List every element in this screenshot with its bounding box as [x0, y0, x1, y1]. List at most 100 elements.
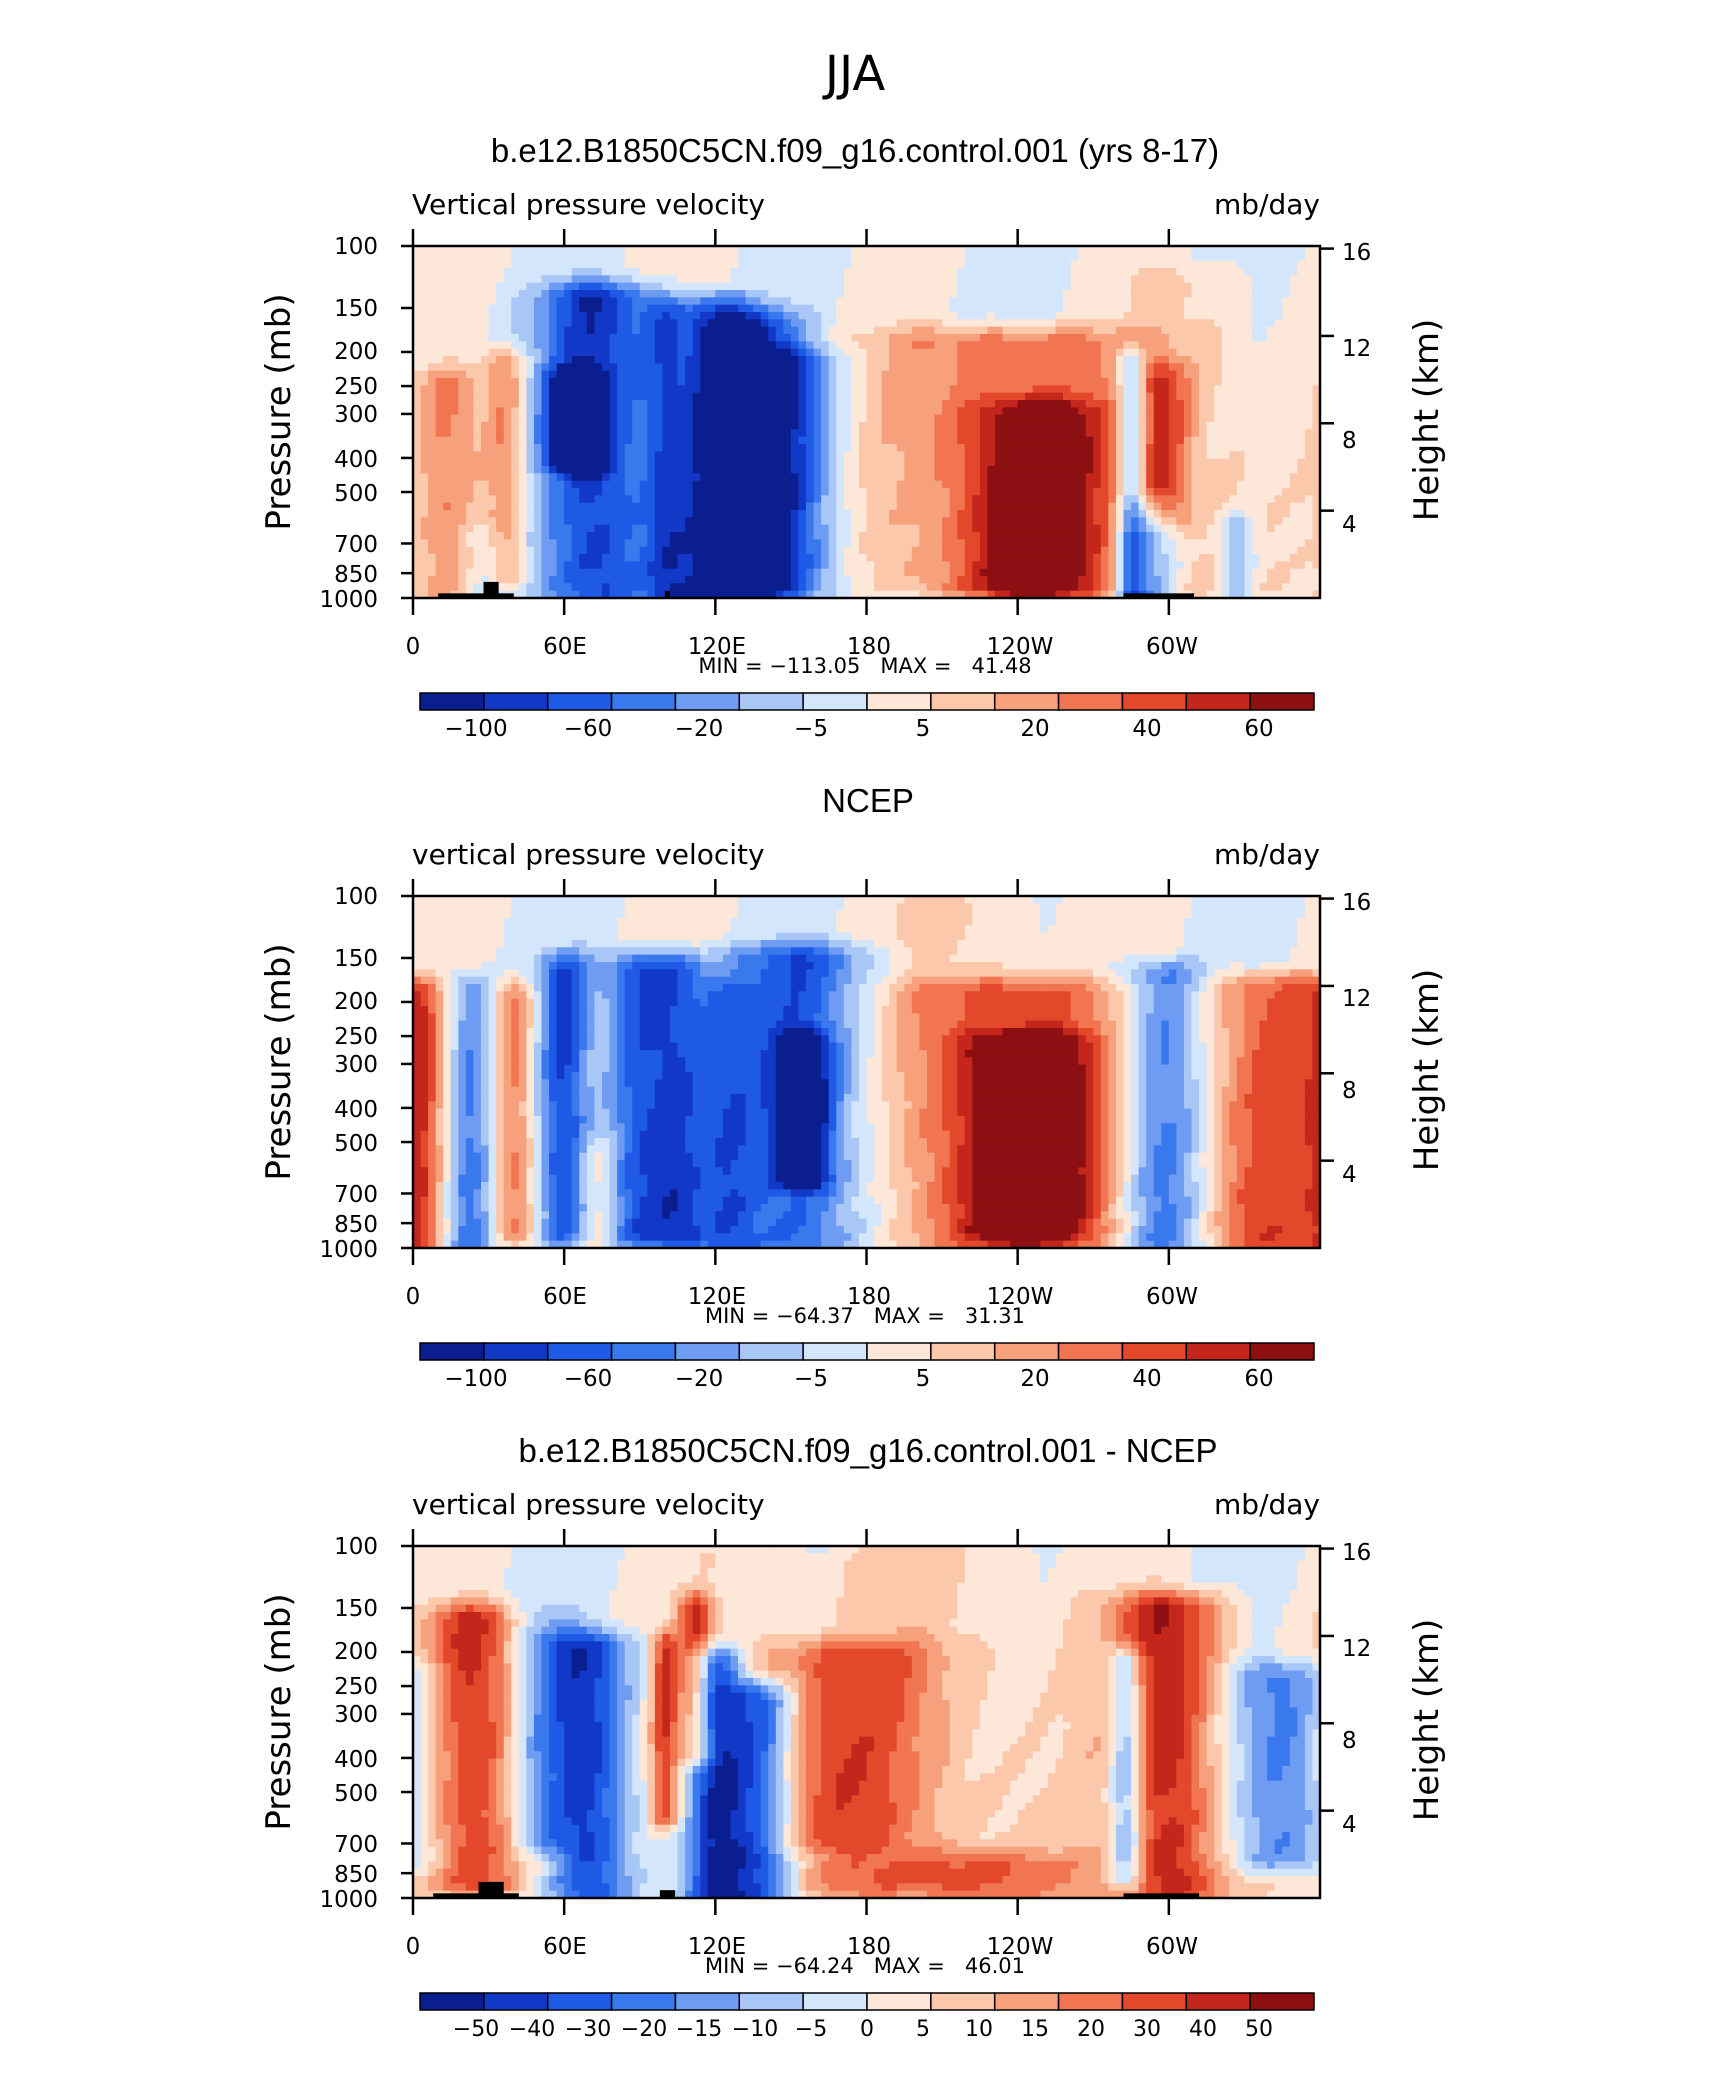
contour-cell: [1055, 297, 1064, 306]
contour-cell: [1040, 488, 1049, 496]
contour-cell: [692, 473, 701, 482]
contour-cell: [586, 524, 595, 533]
contour-cell: [836, 458, 845, 467]
contour-cell: [1221, 510, 1230, 518]
contour-cell: [511, 312, 520, 320]
contour-cell: [1025, 495, 1034, 504]
contour-cell: [1085, 532, 1094, 540]
contour-cell: [1289, 334, 1298, 342]
contour-cell: [1274, 297, 1283, 306]
contour-cell: [1153, 473, 1162, 482]
contour-cell: [1010, 253, 1019, 262]
contour-cell: [926, 348, 936, 357]
contour-cell: [609, 312, 618, 320]
contour-cell: [518, 260, 527, 269]
contour-cell: [904, 510, 913, 518]
contour-cell: [836, 304, 845, 313]
contour-cell: [1025, 363, 1034, 372]
contour-cell: [1221, 304, 1230, 313]
contour-cell: [526, 517, 535, 526]
contour-cell: [957, 268, 966, 276]
contour-cell: [836, 546, 845, 555]
contour-cell: [428, 444, 437, 452]
contour-cell: [934, 502, 943, 511]
contour-cell: [1017, 312, 1026, 320]
contour-cell: [889, 473, 898, 482]
contour-cell: [722, 422, 732, 430]
contour-cell: [473, 356, 482, 364]
contour-cell: [813, 312, 822, 320]
contour-cell: [1010, 363, 1019, 372]
contour-cell: [586, 400, 595, 408]
contour-cell: [1244, 458, 1253, 467]
contour-cell: [1078, 334, 1087, 342]
contour-cell: [753, 510, 762, 518]
contour-cell: [1100, 268, 1109, 276]
contour-cell: [866, 385, 875, 394]
contour-cell: [1259, 282, 1268, 291]
contour-cell: [858, 370, 868, 379]
contour-cell: [1259, 414, 1268, 423]
contour-cell: [488, 312, 497, 320]
contour-cell: [601, 363, 611, 372]
contour-cell: [481, 282, 490, 291]
contour-cell: [745, 422, 754, 430]
contour-cell: [836, 532, 845, 540]
contour-cell: [1229, 348, 1238, 357]
contour-cell: [806, 392, 815, 401]
contour-cell: [994, 458, 1004, 467]
contour-cell: [518, 319, 527, 328]
contour-cell: [1221, 297, 1230, 306]
contour-cell: [1259, 502, 1268, 511]
contour-cell: [1161, 407, 1170, 416]
contour-cell: [1312, 385, 1321, 394]
contour-cell: [874, 334, 883, 342]
contour-cell: [1206, 451, 1215, 460]
contour-cell: [586, 282, 595, 291]
contour-cell: [889, 326, 898, 335]
contour-cell: [1010, 429, 1019, 438]
contour-cell: [586, 378, 595, 386]
contour-cell: [533, 436, 543, 445]
contour-cell: [934, 524, 943, 533]
contour-cell: [775, 414, 784, 423]
contour-cell: [1040, 502, 1049, 511]
contour-cell: [1221, 488, 1230, 496]
contour-cell: [541, 400, 550, 408]
contour-cell: [821, 539, 830, 548]
contour-cell: [994, 532, 1004, 540]
contour-cell: [1312, 502, 1321, 511]
contour-cell: [654, 378, 664, 386]
contour-cell: [934, 326, 943, 335]
contour-cell: [715, 326, 724, 335]
contour-cell: [586, 510, 595, 518]
contour-cell: [979, 502, 989, 511]
contour-cell: [549, 532, 558, 540]
contour-cell: [647, 488, 656, 496]
contour-cell: [1063, 363, 1072, 372]
contour-cell: [1047, 334, 1057, 342]
contour-cell: [1025, 334, 1034, 342]
contour-cell: [465, 275, 475, 284]
contour-cell: [987, 304, 996, 313]
contour-cell: [707, 341, 716, 350]
contour-cell: [450, 458, 459, 467]
contour-cell: [420, 532, 429, 540]
contour-cell: [843, 326, 852, 335]
contour-cell: [760, 436, 769, 445]
contour-cell: [889, 546, 898, 555]
contour-cell: [881, 400, 890, 408]
contour-cell: [556, 246, 565, 254]
contour-cell: [783, 458, 792, 467]
contour-cell: [1168, 488, 1177, 496]
contour-cell: [481, 341, 490, 350]
contour-cell: [1070, 348, 1079, 357]
contour-cell: [806, 502, 815, 511]
contour-cell: [836, 480, 845, 489]
contour-cell: [866, 268, 875, 276]
contour-cell: [1138, 392, 1147, 401]
contour-cell: [450, 378, 459, 386]
contour-cell: [556, 253, 565, 262]
contour-cell: [926, 319, 936, 328]
contour-cell: [753, 444, 762, 452]
